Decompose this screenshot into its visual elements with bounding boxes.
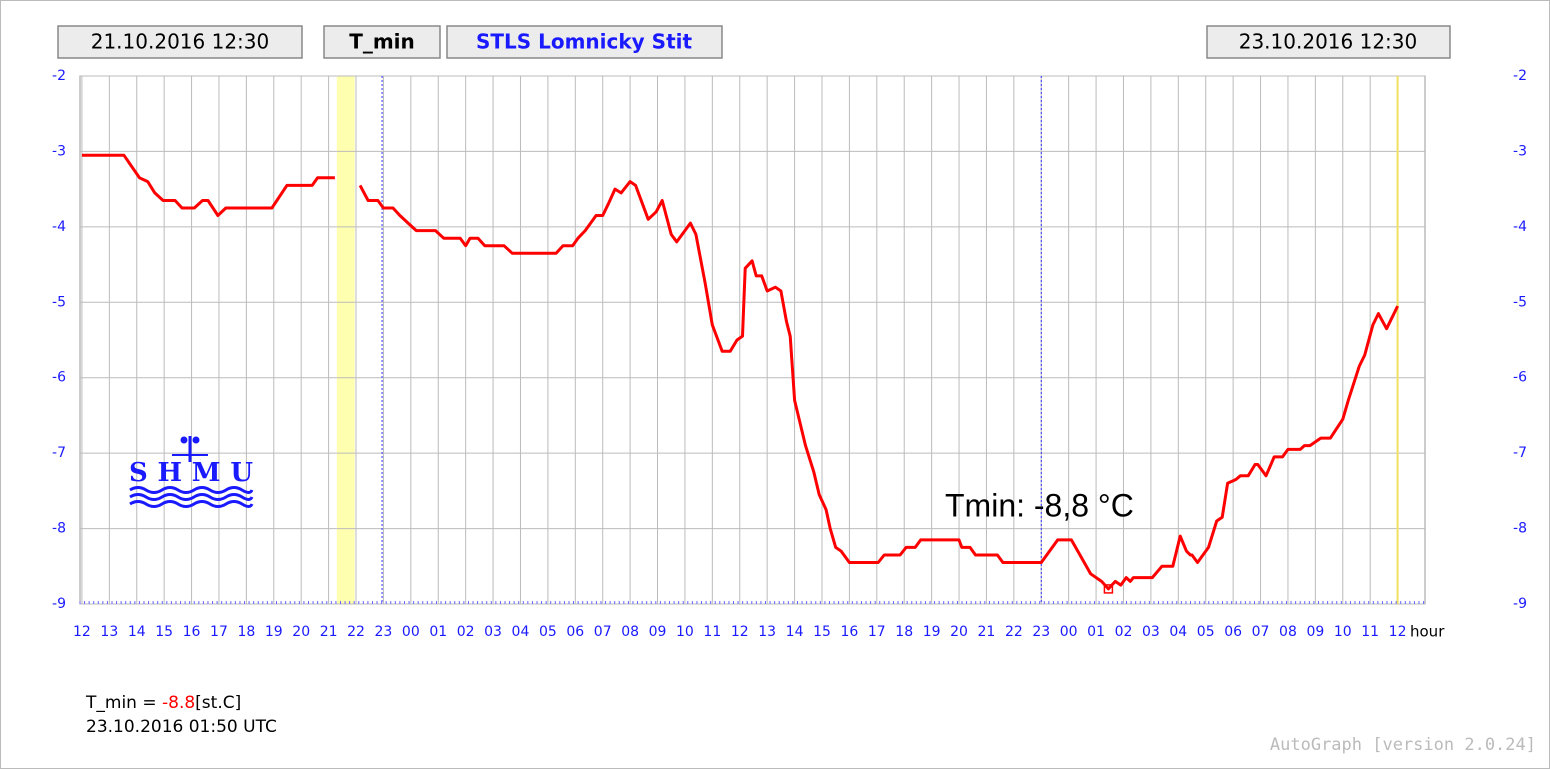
- y-tick-label: -4: [52, 219, 66, 235]
- plot-background: [79, 75, 1426, 605]
- x-tick-label: 14: [128, 624, 146, 640]
- x-tick-label: 20: [950, 624, 968, 640]
- x-tick-label: 12: [731, 624, 749, 640]
- x-tick-label: 15: [813, 624, 831, 640]
- x-tick-label: 00: [402, 624, 420, 640]
- x-tick-label: 02: [457, 624, 475, 640]
- end-box[interactable]: [1206, 25, 1451, 59]
- x-tick-label: 16: [840, 624, 858, 640]
- start-box[interactable]: [57, 25, 303, 59]
- y-tick-label: -8: [52, 521, 66, 537]
- y-tick-label: -2: [52, 68, 66, 84]
- y2-tick-label: -9: [1513, 596, 1527, 612]
- x-tick-label: 12: [1389, 624, 1407, 640]
- x-tick-label: 03: [484, 624, 502, 640]
- x-tick-label: 23: [1032, 624, 1050, 640]
- x-tick-label: 10: [1334, 624, 1352, 640]
- x-tick-label: 16: [183, 624, 201, 640]
- x-tick-label: 13: [100, 624, 118, 640]
- x-tick-label: 18: [895, 624, 913, 640]
- plot-area: 12 13 14 15 16 17 18 19 20 21 22 23 00 01 02 03 04 05 06 07…: [52, 68, 1527, 641]
- station[interactable]: STLS Lomnicky Stit: [476, 30, 693, 54]
- x-tick-label: 18: [237, 624, 255, 640]
- x-tick-label: 05: [539, 624, 557, 640]
- x-tick-label: 21: [320, 624, 338, 640]
- x-tick-label: 14: [786, 624, 804, 640]
- x-tick-label: 09: [1306, 624, 1324, 640]
- temperature-line: [81, 153, 1399, 591]
- x-tick-label: 22: [347, 624, 365, 640]
- footer-value: T_min = -8.8[st.C]: [85, 693, 241, 713]
- x-tick-label: 17: [868, 624, 886, 640]
- variable[interactable]: T_min: [349, 30, 415, 54]
- x-tick-label: 00: [1060, 624, 1078, 640]
- y2-tick-label: -6: [1513, 370, 1527, 386]
- x-tick-label: 13: [758, 624, 776, 640]
- x-tick-label: 15: [155, 624, 173, 640]
- x-tick-label: 22: [1005, 624, 1023, 640]
- x-tick-label: 01: [429, 624, 447, 640]
- start-time[interactable]: 21.10.2016 12:30: [91, 30, 270, 54]
- y2-tick-label: -5: [1513, 294, 1527, 310]
- min-marker: [1103, 584, 1114, 594]
- x-tick-label: 07: [594, 624, 612, 640]
- variable-box[interactable]: [323, 25, 441, 59]
- y-tick-label: -7: [52, 445, 66, 461]
- y-tick-label: -6: [52, 370, 66, 386]
- x-tick-label: 23: [375, 624, 393, 640]
- y2-tick-label: -7: [1513, 445, 1527, 461]
- x-tick-label: 19: [265, 624, 283, 640]
- x-tick-label: 08: [621, 624, 639, 640]
- x-tick-label: 04: [512, 624, 530, 640]
- highlight-band: [336, 76, 355, 604]
- footer-variable: T_min =: [85, 693, 157, 713]
- x-tick-label: 07: [1252, 624, 1270, 640]
- x-tick-label: 06: [566, 624, 584, 640]
- x-tick-label: 06: [1224, 624, 1242, 640]
- x-tick-label: 11: [703, 624, 721, 640]
- version: AutoGraph [version 2.0.24]: [1270, 735, 1536, 755]
- footer-time: 23.10.2016 01:50 UTC: [86, 717, 277, 737]
- logo-text: SHMU: [129, 458, 253, 488]
- x-tick-label: 04: [1169, 624, 1187, 640]
- y-tick-label: -3: [52, 143, 66, 159]
- x-tick-label: 09: [649, 624, 667, 640]
- station-box[interactable]: [446, 25, 723, 59]
- x-tick-label: 05: [1197, 624, 1215, 640]
- annotation: Tmin: -8,8 °C: [945, 487, 1134, 523]
- x-tick-label: 11: [1361, 624, 1379, 640]
- footer-unit: [st.C]: [195, 693, 241, 713]
- y-tick-label: -9: [52, 596, 66, 612]
- x-tick-label: 08: [1279, 624, 1297, 640]
- x-tick-label: 01: [1087, 624, 1105, 640]
- x-tick-label: 03: [1142, 624, 1160, 640]
- end-time[interactable]: 23.10.2016 12:30: [1239, 30, 1418, 54]
- x-tick-label: 10: [676, 624, 694, 640]
- x-tick-label: 02: [1115, 624, 1133, 640]
- y2-tick-label: -2: [1513, 68, 1527, 84]
- x-axis-label: hour: [1410, 623, 1445, 641]
- x-tick-label: 17: [210, 624, 228, 640]
- y2-tick-label: -3: [1513, 143, 1527, 159]
- footer-min: -8.8: [162, 693, 195, 713]
- y-tick-label: -5: [52, 294, 66, 310]
- x-tick-label: 19: [923, 624, 941, 640]
- x-tick-label: 20: [292, 624, 310, 640]
- y2-tick-label: -8: [1513, 521, 1527, 537]
- x-tick-label: 21: [978, 624, 996, 640]
- x-tick-label: 12: [73, 624, 91, 640]
- y2-tick-label: -4: [1513, 219, 1527, 235]
